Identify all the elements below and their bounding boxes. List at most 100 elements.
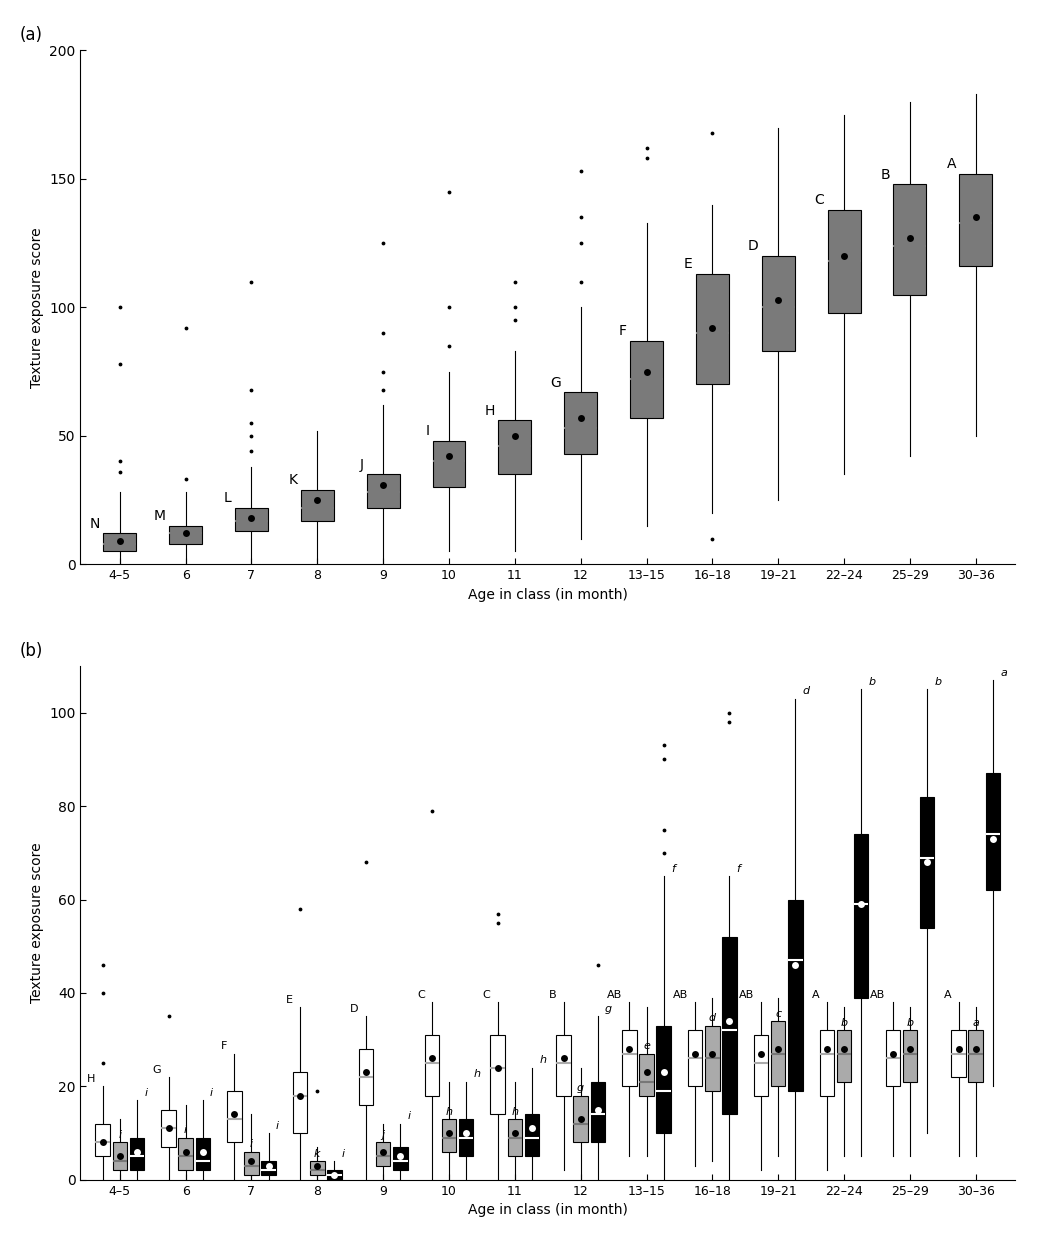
Text: M: M — [154, 509, 166, 523]
Bar — [425, 1035, 439, 1096]
Bar — [754, 1035, 769, 1096]
Y-axis label: Texture exposure score: Texture exposure score — [29, 227, 44, 387]
Text: N: N — [90, 517, 100, 530]
Text: H: H — [485, 403, 495, 418]
Bar — [442, 1119, 456, 1152]
Bar — [227, 1091, 242, 1143]
Text: AB: AB — [738, 990, 754, 1000]
Text: K: K — [289, 473, 297, 487]
Text: h: h — [445, 1107, 453, 1117]
Text: F: F — [221, 1041, 227, 1051]
Bar — [162, 1109, 176, 1147]
Bar — [902, 1031, 917, 1082]
Bar — [722, 937, 736, 1114]
Bar — [854, 834, 869, 997]
Text: (b): (b) — [20, 641, 43, 660]
Text: AB: AB — [607, 990, 623, 1000]
Bar — [761, 256, 795, 351]
Text: L: L — [224, 492, 232, 505]
Bar — [459, 1119, 474, 1157]
Text: I: I — [426, 425, 430, 438]
Text: i: i — [250, 1139, 253, 1149]
Text: A: A — [944, 990, 951, 1000]
Text: D: D — [748, 239, 758, 254]
Text: i: i — [185, 1125, 188, 1135]
Text: J: J — [360, 458, 363, 472]
Bar — [969, 1031, 983, 1082]
Text: i: i — [275, 1120, 278, 1130]
Text: A: A — [946, 157, 956, 172]
Bar — [178, 1138, 193, 1170]
Bar — [836, 1031, 851, 1082]
Bar — [169, 525, 202, 544]
Bar — [656, 1026, 671, 1133]
Bar — [696, 274, 729, 385]
Text: i: i — [144, 1088, 147, 1098]
Bar — [960, 174, 992, 266]
Text: E: E — [684, 258, 693, 271]
Text: k: k — [314, 1149, 320, 1159]
Bar — [433, 441, 465, 487]
Text: f: f — [671, 864, 675, 874]
Text: i: i — [408, 1112, 411, 1122]
Bar — [630, 341, 663, 418]
Text: b: b — [906, 1018, 914, 1028]
Bar — [328, 1170, 342, 1180]
Y-axis label: Texture exposure score: Texture exposure score — [29, 843, 44, 1003]
Bar — [96, 1124, 110, 1157]
Bar — [367, 474, 399, 508]
Bar — [920, 797, 935, 928]
Bar — [574, 1096, 588, 1143]
Text: F: F — [618, 324, 627, 339]
Text: a: a — [972, 1018, 979, 1028]
Text: i: i — [342, 1149, 345, 1159]
Bar — [310, 1162, 324, 1175]
Text: B: B — [880, 168, 890, 182]
Text: AB: AB — [870, 990, 886, 1000]
X-axis label: Age in class (in month): Age in class (in month) — [468, 1203, 628, 1218]
Text: b: b — [841, 1018, 848, 1028]
Text: g: g — [605, 1003, 612, 1013]
Text: i: i — [118, 1130, 121, 1140]
Text: H: H — [87, 1074, 96, 1084]
Bar — [262, 1162, 275, 1175]
Text: i: i — [210, 1088, 213, 1098]
Text: b: b — [869, 677, 875, 687]
Bar — [639, 1053, 654, 1096]
Text: A: A — [812, 990, 820, 1000]
Text: C: C — [417, 990, 425, 1000]
Text: (a): (a) — [20, 26, 43, 45]
Bar — [195, 1138, 210, 1170]
Text: c: c — [775, 1008, 781, 1018]
Bar — [393, 1147, 408, 1170]
Bar — [894, 184, 926, 295]
Bar — [499, 421, 531, 474]
Text: h: h — [539, 1056, 547, 1066]
Text: j: j — [382, 1130, 385, 1140]
Bar — [556, 1035, 571, 1096]
Bar — [771, 1021, 785, 1087]
Text: e: e — [644, 1041, 650, 1051]
Bar — [359, 1050, 373, 1106]
Bar — [820, 1031, 834, 1096]
Bar — [244, 1152, 259, 1175]
Text: C: C — [483, 990, 490, 1000]
Bar — [525, 1114, 539, 1157]
Bar — [490, 1035, 505, 1114]
Bar — [951, 1031, 966, 1077]
Text: f: f — [736, 864, 741, 874]
Bar — [886, 1031, 900, 1087]
Text: g: g — [577, 1083, 584, 1093]
Bar — [590, 1082, 605, 1143]
Bar — [623, 1031, 636, 1087]
Text: h: h — [474, 1069, 481, 1079]
Bar — [508, 1119, 523, 1157]
Text: d: d — [802, 686, 809, 696]
Bar — [129, 1138, 144, 1170]
Text: b: b — [935, 677, 942, 687]
Bar — [688, 1031, 703, 1087]
Bar — [564, 392, 598, 453]
Text: AB: AB — [673, 990, 688, 1000]
Bar — [375, 1143, 390, 1165]
Bar — [300, 489, 334, 520]
